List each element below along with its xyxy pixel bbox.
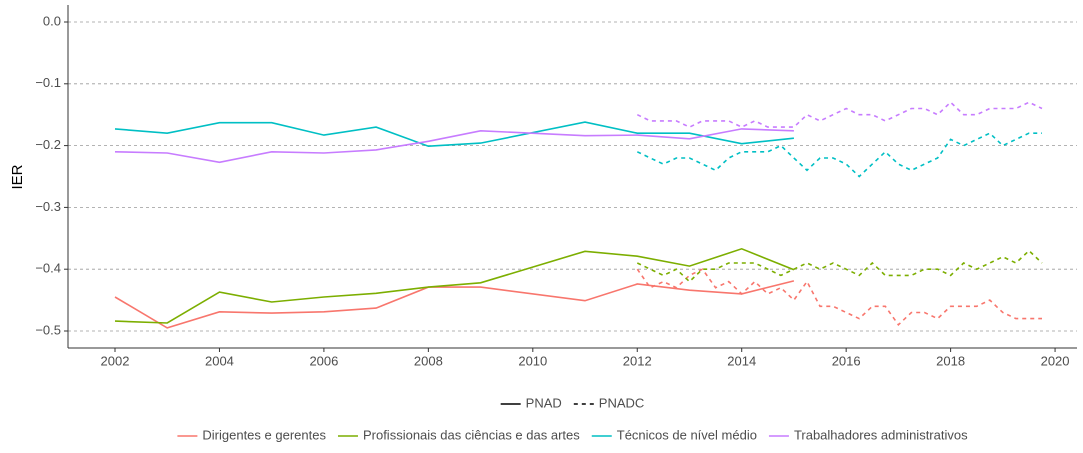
line xyxy=(636,249,1043,283)
line xyxy=(114,121,794,148)
x-tick-label: 2004 xyxy=(205,353,234,368)
x-tick-label: 2006 xyxy=(309,353,338,368)
line xyxy=(114,128,794,164)
x-tick-label: 2018 xyxy=(936,353,965,368)
y-tick-label: −0.3 xyxy=(35,199,61,214)
legend-label: Trabalhadores administrativos xyxy=(794,427,968,442)
x-tick-label: 2002 xyxy=(101,353,130,368)
y-tick-label: −0.2 xyxy=(35,137,61,152)
legend-label: PNAD xyxy=(526,395,562,410)
line xyxy=(636,101,1043,128)
legend-label: PNADC xyxy=(599,395,645,410)
y-tick-label: −0.4 xyxy=(35,261,61,276)
x-tick-label: 2008 xyxy=(414,353,443,368)
line xyxy=(636,132,1042,178)
legend-label: Profissionais das ciências e das artes xyxy=(363,427,580,442)
x-tick-label: 2020 xyxy=(1041,353,1070,368)
y-tick-label: −0.5 xyxy=(35,322,61,337)
x-tick-label: 2014 xyxy=(727,353,756,368)
x-tick-label: 2016 xyxy=(832,353,861,368)
line xyxy=(114,280,795,329)
legend-label: Técnicos de nível médio xyxy=(617,427,757,442)
y-axis-label: IER xyxy=(9,164,26,189)
legend-label: Dirigentes e gerentes xyxy=(202,427,326,442)
line xyxy=(636,268,1042,327)
line xyxy=(114,247,795,324)
x-tick-label: 2012 xyxy=(623,353,652,368)
y-tick-label: −0.1 xyxy=(35,75,61,90)
x-tick-label: 2010 xyxy=(518,353,547,368)
y-tick-label: 0.0 xyxy=(43,13,61,28)
